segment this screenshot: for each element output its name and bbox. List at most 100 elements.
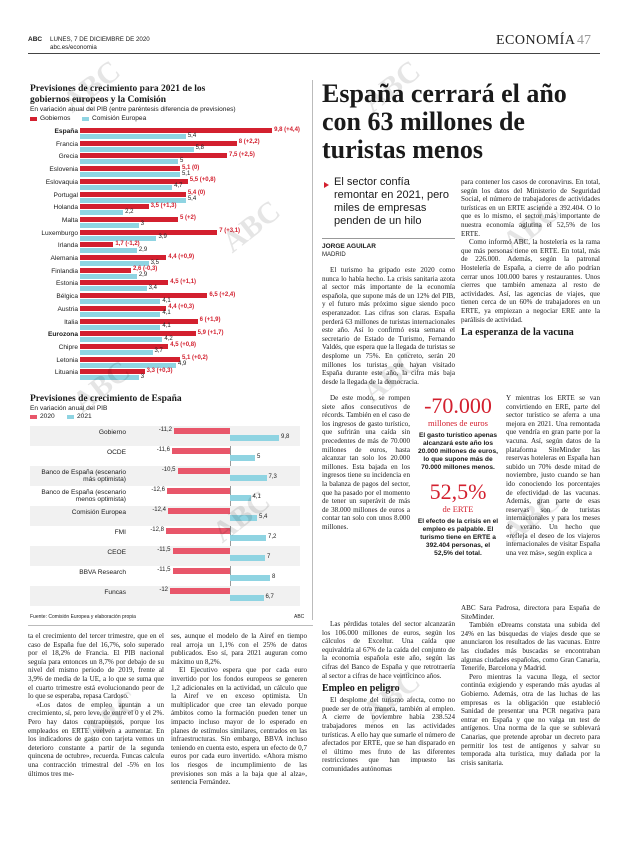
- article-column: De este modo, se rompen siete años conse…: [322, 394, 410, 618]
- bar: [80, 255, 167, 260]
- value-label: -12: [159, 586, 168, 593]
- value-label: 5 (+2): [180, 215, 196, 222]
- bar: [172, 448, 230, 454]
- category-label: Grecia: [58, 153, 78, 161]
- bar: [230, 575, 270, 581]
- section: ECONOMÍA: [496, 33, 576, 48]
- value-label: -11,5: [157, 566, 171, 573]
- value-label: 3,7: [154, 348, 163, 355]
- value-label: 2,9: [138, 246, 148, 253]
- category-label: OCDE: [106, 449, 126, 456]
- value-label: -11,2: [158, 426, 172, 433]
- value-label: 6,7: [265, 593, 274, 600]
- value-label: 2,9: [138, 272, 148, 279]
- credit: ABC: [294, 614, 305, 620]
- bar: [80, 178, 188, 184]
- row-band: [30, 426, 300, 446]
- bar: [172, 548, 230, 554]
- bar: [80, 331, 196, 337]
- value-label: 5: [257, 453, 261, 460]
- value-label: 3,5 (+1,3): [150, 202, 177, 209]
- bar: [80, 305, 167, 311]
- value-label: 4,2: [164, 335, 173, 342]
- stat-figure: 52,5%: [429, 479, 487, 504]
- category-label: Funcas: [104, 589, 126, 596]
- bar: [80, 293, 208, 299]
- bar: [80, 159, 178, 165]
- bar: [80, 318, 198, 324]
- bar: [172, 568, 230, 574]
- bar: [80, 356, 180, 362]
- bar: [80, 369, 145, 375]
- article-column: El turismo ha gripado este 2020 como nun…: [322, 266, 455, 392]
- value-label: 5,1 (0): [181, 164, 200, 171]
- category-label: Finlandia: [51, 267, 78, 275]
- legend-label: Comisión Europea: [92, 115, 147, 122]
- row-band: [30, 506, 300, 526]
- value-label: 4,4 (+0,9): [168, 253, 195, 260]
- column-rule: [312, 80, 313, 620]
- value-label: 7,2: [268, 533, 277, 540]
- legend-swatch: [67, 415, 74, 419]
- bar: [230, 595, 264, 601]
- value-label: 5,4 (0): [187, 190, 206, 196]
- bar: [80, 299, 161, 305]
- subheading: La esperanza de la vacuna: [461, 327, 574, 339]
- value-label: 3: [140, 373, 145, 380]
- bar: [80, 184, 173, 190]
- value-label: 7,5 (+2,5): [229, 151, 255, 158]
- stat-text: El efecto de la crisis en el empleo es p…: [417, 518, 499, 557]
- legend-label: Gobiernos: [40, 115, 71, 122]
- article-column: ABC Sara Padrosa, directora para España …: [461, 604, 600, 842]
- category-label: Letonia: [56, 356, 78, 364]
- left-column-1: ta el crecimiento del tercer trimestre, …: [28, 632, 164, 842]
- bar: [80, 248, 137, 254]
- value-label: 4,5 (+0,8): [170, 342, 197, 349]
- chart-rule: [28, 625, 313, 626]
- category-label: Malta: [61, 216, 78, 224]
- stat-unit: millones de euros: [428, 418, 488, 428]
- value-label: 2,6 (-0,3): [132, 266, 158, 273]
- stats-box: -70.000 millones de euros El gasto turísti…: [414, 394, 502, 600]
- category-label: CEOE: [107, 549, 126, 556]
- bar: [174, 428, 230, 434]
- stat-figure: -70.000: [424, 393, 492, 418]
- paragraph: Como informó ABC, la hostelería es la ra…: [461, 238, 600, 324]
- bar: [80, 311, 161, 317]
- value-label: 4,4 (+0,3): [168, 304, 195, 311]
- value-label: 3: [140, 221, 145, 228]
- value-label: -10,5: [161, 466, 176, 473]
- bar: [80, 222, 139, 228]
- category-label: Francia: [56, 140, 78, 148]
- category-label: Banco de España (escenario menos optimis…: [41, 489, 126, 504]
- legend-label: 2020: [40, 413, 55, 420]
- category-label: Luxemburgo: [41, 229, 78, 237]
- paragraph: También eDreams constata una subida del …: [461, 621, 600, 673]
- bar: [168, 508, 230, 514]
- paragraph: para contener los casos de coronavirus. …: [461, 178, 600, 238]
- legend-swatch: [30, 117, 37, 121]
- author: JORGE AGUILAR: [322, 243, 376, 250]
- bar: [80, 146, 194, 152]
- bar: [80, 286, 147, 292]
- value-label: 3,5: [150, 259, 159, 266]
- paragraph: Pero mientras la vacuna llega, el sector…: [461, 672, 600, 767]
- stat-text: El gasto turístico apenas alcanzará este…: [418, 432, 498, 471]
- bar: [80, 261, 149, 266]
- article-column: Las pérdidas totales del sector alcanzar…: [322, 620, 455, 842]
- value-label: 5,9 (+1,7): [197, 329, 224, 336]
- value-label: -12,8: [150, 526, 164, 533]
- category-label: Eslovenia: [49, 166, 78, 174]
- bar: [80, 210, 124, 216]
- date: LUNES, 7 DE DICIEMBRE DE 2020: [50, 36, 150, 43]
- category-label: Chipre: [58, 343, 78, 351]
- value-label: 4,1: [162, 310, 171, 317]
- category-label: Irlanda: [57, 242, 78, 250]
- bar: [80, 337, 163, 343]
- bar: [230, 535, 266, 541]
- value-label: 6 (+1,9): [199, 317, 221, 323]
- bar: [80, 128, 273, 133]
- value-label: 5,4: [187, 132, 197, 139]
- page-number: 47: [577, 33, 591, 48]
- paragraph: El turismo ha gripado este 2020 como nun…: [322, 266, 455, 386]
